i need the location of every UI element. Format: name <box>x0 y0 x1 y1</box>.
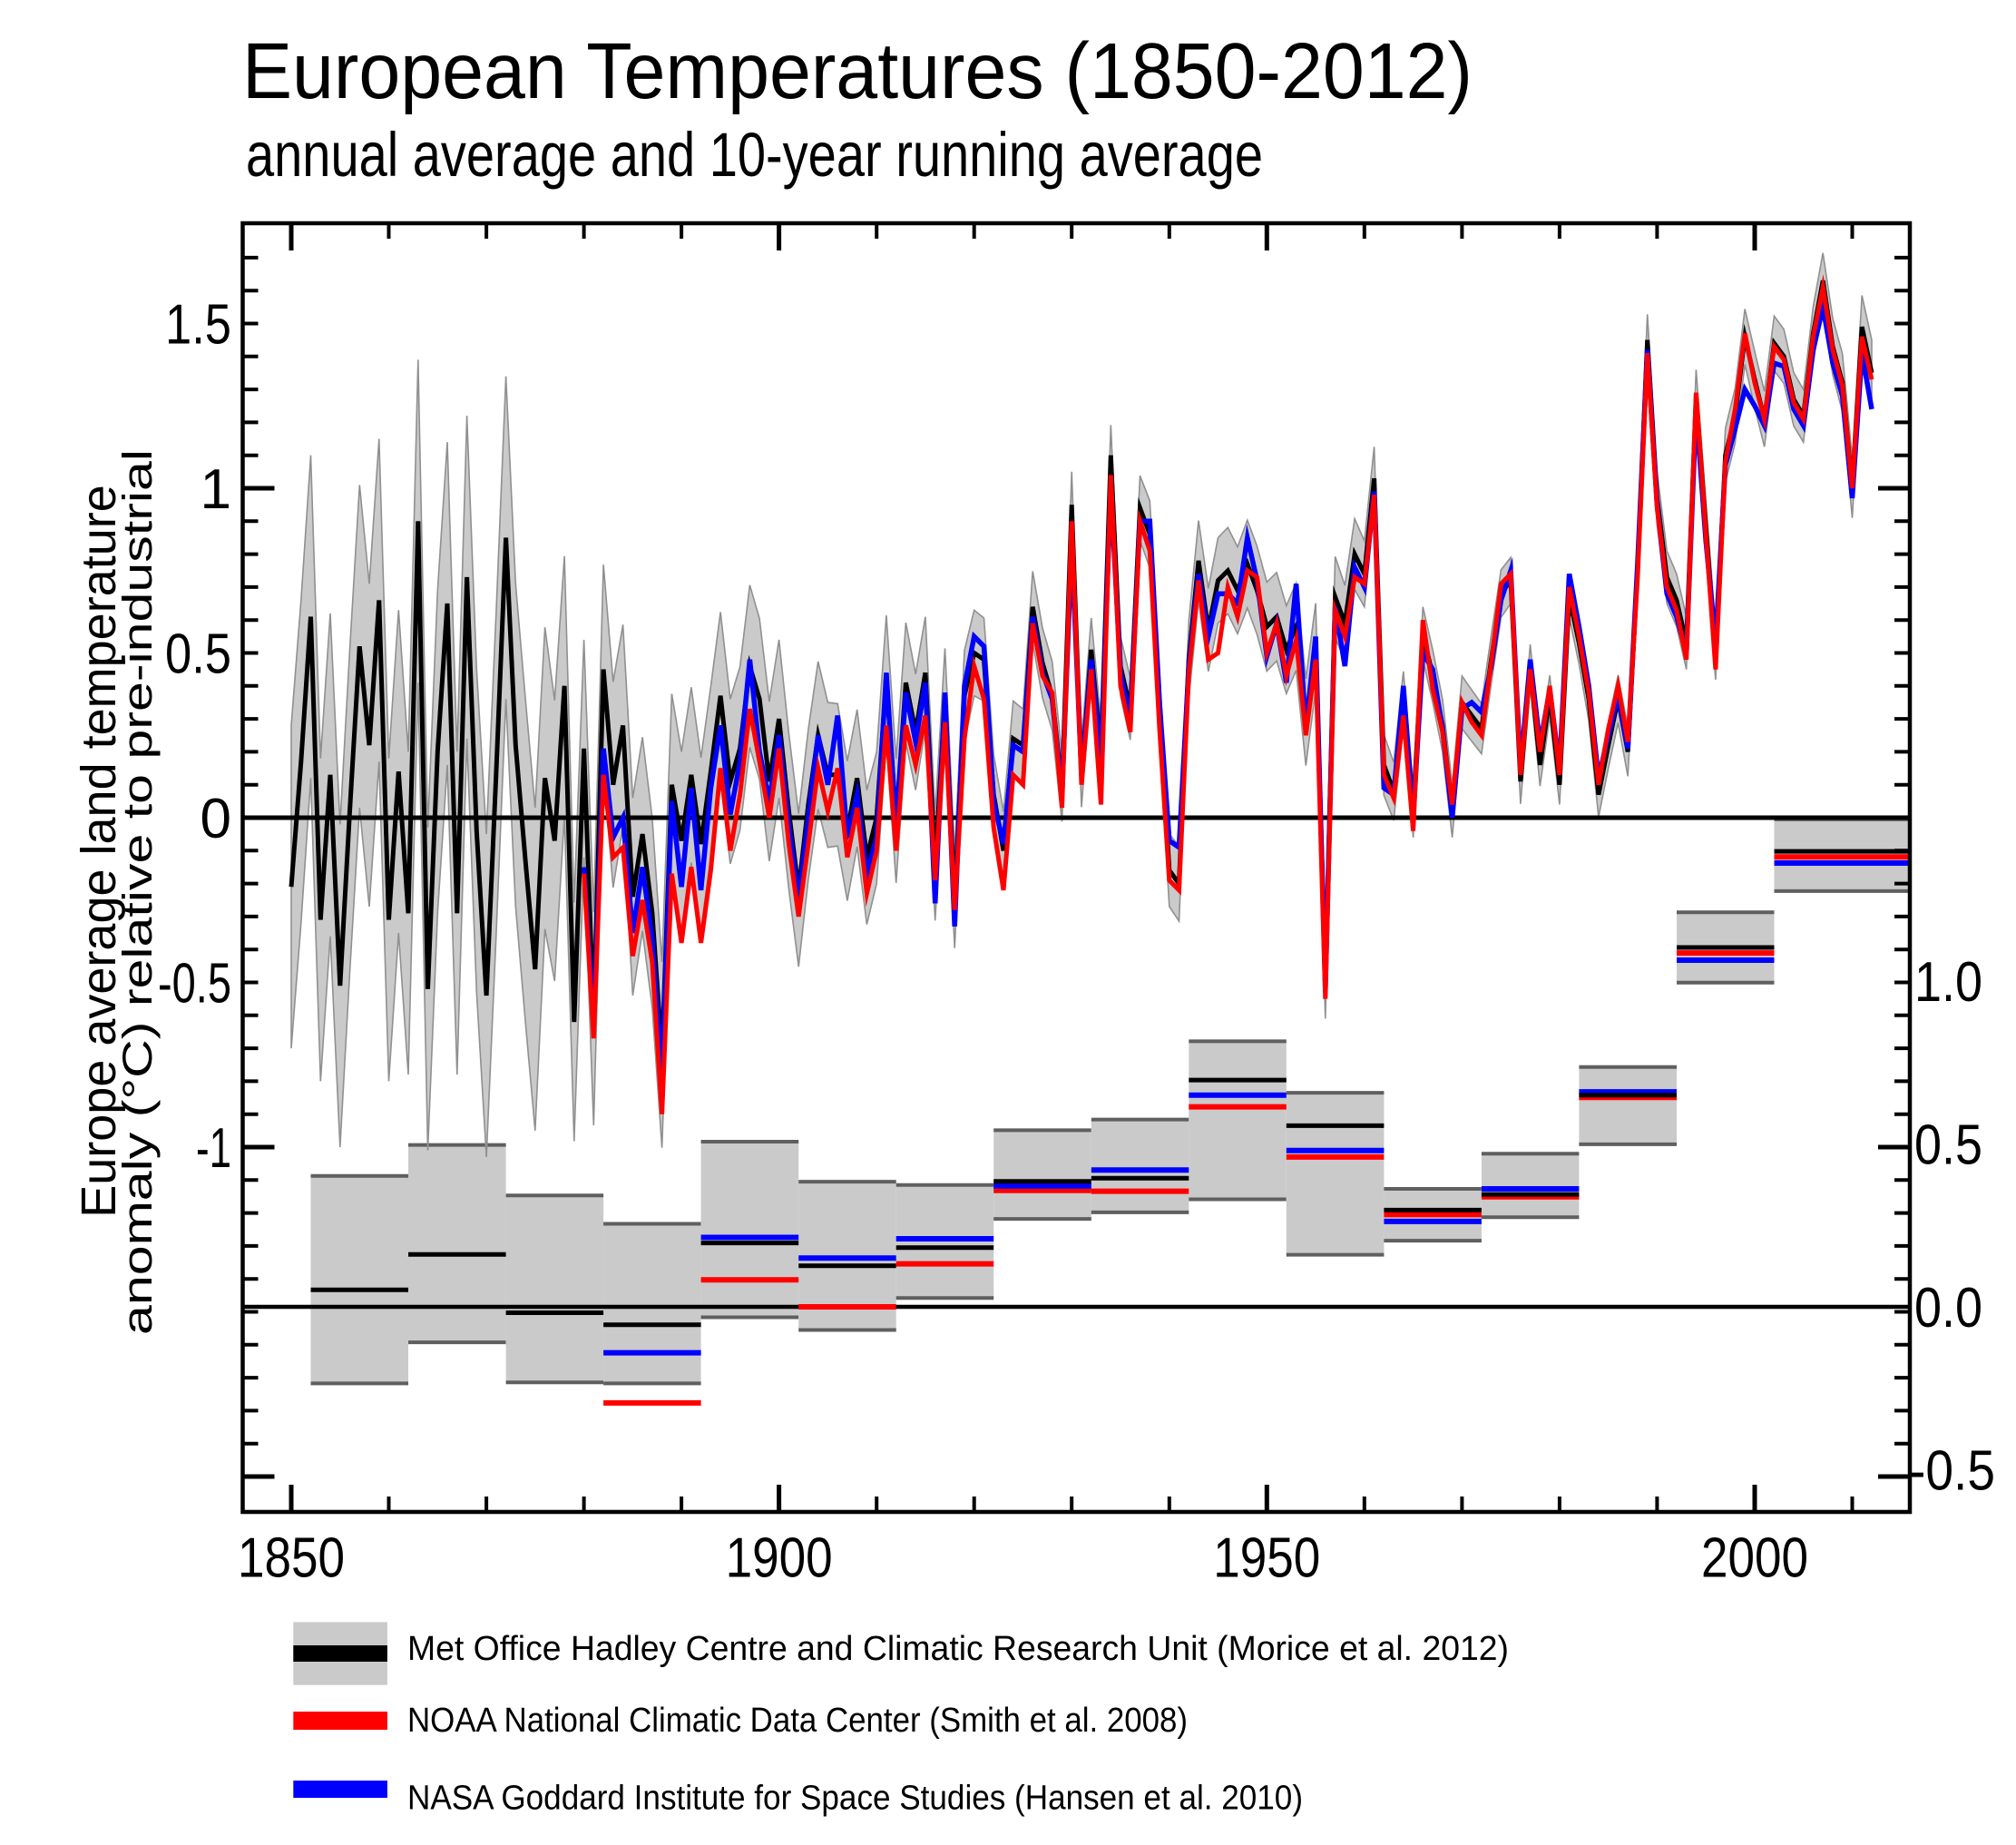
svg-text:0.0: 0.0 <box>1914 1277 1982 1340</box>
svg-text:0: 0 <box>201 788 231 850</box>
svg-text:-0.5: -0.5 <box>158 953 231 1016</box>
svg-text:anomaly (°C) relative to pre-i: anomaly (°C) relative to pre-industrial <box>114 449 161 1335</box>
svg-text:1950: 1950 <box>1213 1526 1320 1589</box>
svg-text:NOAA National Climatic Data Ce: NOAA National Climatic Data Center (Smit… <box>407 1702 1188 1740</box>
svg-text:1.0: 1.0 <box>1914 951 1982 1014</box>
svg-text:1: 1 <box>201 458 231 521</box>
svg-text:1850: 1850 <box>238 1526 345 1589</box>
svg-text:annual average and 10-year run: annual average and 10-year running avera… <box>246 120 1263 190</box>
svg-text:0.5: 0.5 <box>165 623 231 686</box>
svg-text:-0.5: -0.5 <box>1909 1440 1995 1503</box>
svg-text:NASA Goddard Institute for Spa: NASA Goddard Institute for Space Studies… <box>407 1780 1303 1818</box>
svg-text:1900: 1900 <box>726 1526 833 1589</box>
svg-text:-1: -1 <box>196 1117 231 1180</box>
svg-text:European Temperatures (1850-20: European Temperatures (1850-2012) <box>242 27 1473 115</box>
svg-text:0.5: 0.5 <box>1914 1114 1982 1177</box>
svg-text:2000: 2000 <box>1701 1526 1808 1589</box>
svg-text:Met Office Hadley Centre and C: Met Office Hadley Centre and Climatic Re… <box>407 1630 1509 1668</box>
svg-text:1.5: 1.5 <box>165 294 231 357</box>
svg-text:Europe average land temperatur: Europe average land temperature <box>72 485 126 1218</box>
